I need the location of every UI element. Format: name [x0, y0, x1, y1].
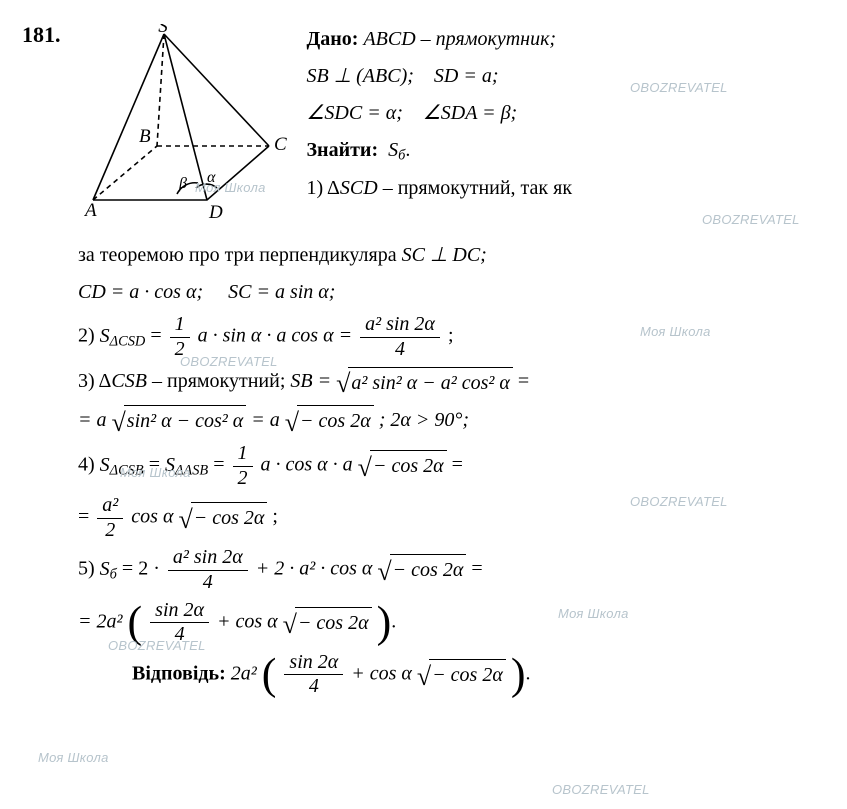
watermark: OBOZREVATEL: [552, 780, 650, 800]
step-1-line-3: CD = a · cos α; SC = a sin α;: [22, 277, 825, 308]
step-3-line-2: = a √sin² α − cos² α = a √− cos 2α ; 2α …: [22, 405, 825, 437]
step-2: 2) SΔCSD = 12 a · sin α · a cos α = a² s…: [22, 314, 825, 360]
svg-text:β: β: [178, 175, 187, 192]
svg-text:A: A: [83, 200, 97, 221]
svg-text:C: C: [274, 134, 287, 155]
problem-number: 181.: [22, 18, 61, 52]
pyramid-diagram: S A D C B α β: [79, 18, 289, 234]
step-4-line-2: = a²2 cos α √− cos 2α ;: [22, 495, 825, 541]
find-line: Знайти: Sб.: [307, 135, 826, 167]
step-4-line-1: 4) SΔCSB = SΔASB = 12 a · cos α · a √− c…: [22, 443, 825, 489]
given-line-2: SB ⊥ (ABC); SD = a;: [307, 61, 826, 92]
step-1-line-2: за теоремою про три перпендикуляра SC ⊥ …: [22, 240, 825, 271]
svg-text:B: B: [139, 126, 151, 147]
given-line-1: Дано: ABCD – прямокутник;: [307, 24, 826, 55]
step-1-line-1: 1) ΔSCD – прямокутний, так як: [307, 173, 826, 204]
step-5-line-1: 5) Sб = 2 · a² sin 2α4 + 2 · a² · cos α …: [22, 547, 825, 593]
step-3-line-1: 3) ΔCSB – прямокутний; SB = √a² sin² α −…: [22, 366, 825, 398]
svg-text:S: S: [158, 24, 168, 37]
svg-text:α: α: [207, 169, 216, 186]
svg-text:D: D: [208, 202, 223, 223]
answer-line: Відповідь: 2a² ( sin 2α4 + cos α √− cos …: [22, 652, 825, 698]
watermark: Моя Школа: [38, 748, 109, 768]
step-5-line-2: = 2a² ( sin 2α4 + cos α √− cos 2α ).: [22, 600, 825, 646]
given-line-3: ∠SDC = α; ∠SDA = β;: [307, 98, 826, 129]
